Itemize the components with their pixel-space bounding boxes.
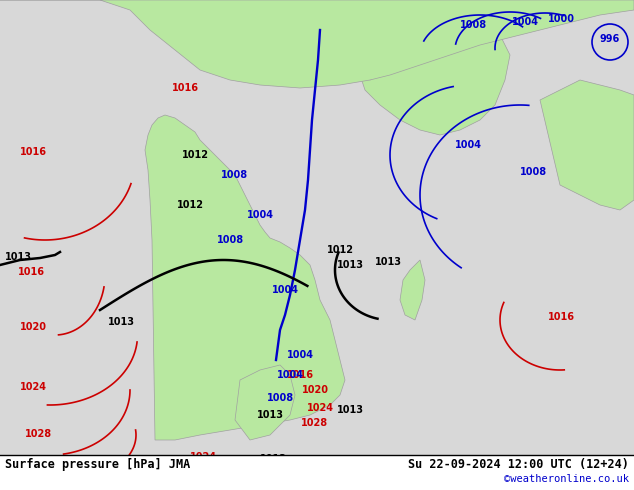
Text: 1013: 1013 [375, 257, 402, 267]
Text: 1016: 1016 [172, 83, 198, 93]
Text: 1028: 1028 [25, 429, 52, 439]
Text: 1028: 1028 [301, 418, 328, 428]
Polygon shape [145, 115, 345, 440]
Text: 1004: 1004 [287, 350, 313, 360]
Bar [0, 455, 634, 490]
Text: Surface pressure [hPa] JMA: Surface pressure [hPa] JMA [5, 458, 190, 471]
Text: 1004: 1004 [512, 17, 539, 27]
Text: 1008: 1008 [221, 170, 249, 180]
Text: 1004: 1004 [271, 285, 299, 295]
Text: 1016: 1016 [18, 267, 45, 277]
Polygon shape [360, 25, 510, 135]
Polygon shape [540, 80, 634, 210]
Text: 1008: 1008 [266, 393, 294, 403]
Text: 1024: 1024 [306, 403, 333, 413]
Text: 1008: 1008 [460, 20, 487, 30]
Text: 1012: 1012 [176, 200, 204, 210]
Polygon shape [235, 365, 295, 440]
Text: 1020: 1020 [20, 322, 47, 332]
Text: 1016: 1016 [20, 147, 47, 157]
Text: ©weatheronline.co.uk: ©weatheronline.co.uk [504, 474, 629, 484]
Text: 1012: 1012 [327, 245, 354, 255]
Text: 1024: 1024 [190, 452, 217, 462]
Polygon shape [400, 260, 425, 320]
Text: 1016: 1016 [287, 370, 313, 380]
Text: 1008: 1008 [216, 235, 243, 245]
Text: 1013: 1013 [260, 454, 287, 464]
Text: Su 22-09-2024 12:00 UTC (12+24): Su 22-09-2024 12:00 UTC (12+24) [408, 458, 629, 471]
Text: 1016: 1016 [548, 312, 575, 322]
Text: 1013: 1013 [337, 405, 363, 415]
Text: 1028: 1028 [255, 467, 282, 477]
Text: 1000: 1000 [548, 14, 575, 24]
Text: 1013: 1013 [108, 317, 135, 327]
Text: 1013: 1013 [257, 410, 283, 420]
Text: 1004: 1004 [247, 210, 273, 220]
Polygon shape [0, 0, 634, 88]
Text: 1008: 1008 [520, 167, 547, 177]
Text: 1004: 1004 [455, 140, 482, 150]
Text: 996: 996 [600, 34, 620, 44]
Text: 1024: 1024 [20, 382, 47, 392]
Text: 1004: 1004 [276, 370, 304, 380]
Text: 1013: 1013 [337, 260, 363, 270]
Text: 1013: 1013 [5, 252, 32, 262]
Text: 1012: 1012 [181, 150, 209, 160]
Text: 1020: 1020 [302, 385, 328, 395]
